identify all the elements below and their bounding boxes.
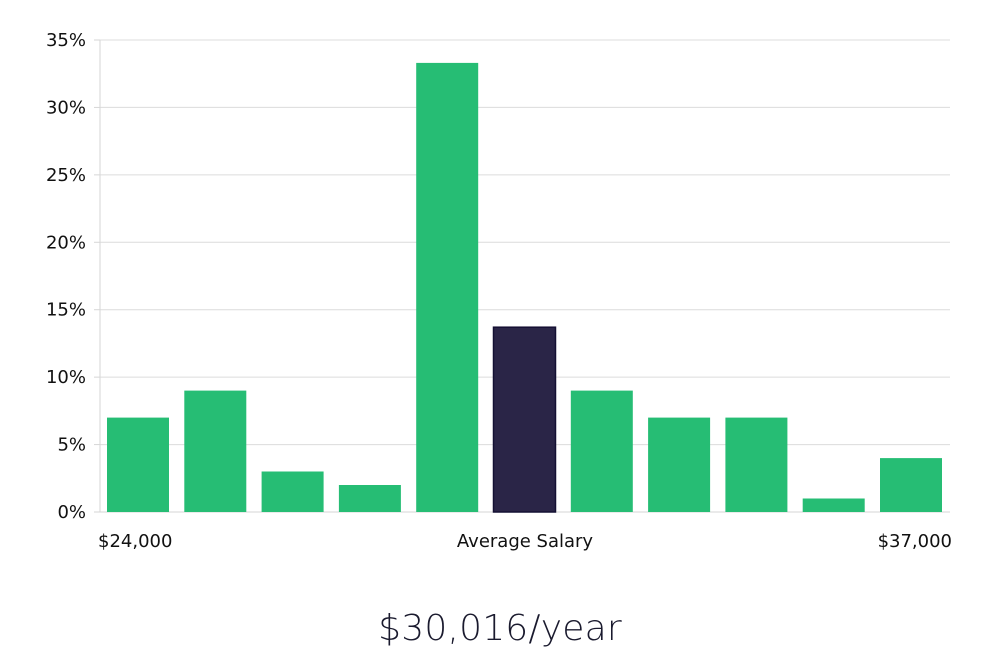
x-label-max: $37,000 xyxy=(878,531,952,552)
bar-7 xyxy=(570,390,633,512)
bar-9 xyxy=(725,417,788,512)
bar-10 xyxy=(802,498,865,512)
y-tick-label: 5% xyxy=(57,435,86,456)
x-label-average-salary: Average Salary xyxy=(457,531,594,552)
y-tick-label: 25% xyxy=(46,165,86,186)
bar-11 xyxy=(880,458,942,512)
y-tick-label: 0% xyxy=(57,502,86,523)
bar-8 xyxy=(648,417,711,512)
y-tick-label: 10% xyxy=(46,367,86,388)
bar-2 xyxy=(184,390,247,512)
x-label-min: $24,000 xyxy=(98,531,172,552)
bars xyxy=(107,62,942,513)
y-tick-label: 20% xyxy=(46,232,86,253)
gridlines xyxy=(100,39,950,446)
bar-4 xyxy=(338,485,401,512)
bar-1 xyxy=(107,417,169,512)
y-tick-label: 30% xyxy=(46,97,86,118)
average-salary-summary: $30,016/year xyxy=(378,608,622,649)
bar-5 xyxy=(416,62,479,513)
y-axis-tick-labels: 0% 5% 10% 15% 20% 25% 30% 35% xyxy=(46,30,86,523)
bar-3 xyxy=(261,471,324,512)
bar-average-salary xyxy=(492,326,557,513)
y-tick-label: 15% xyxy=(46,300,86,321)
x-axis-labels: $24,000 Average Salary $37,000 xyxy=(98,531,952,552)
y-tick-label: 35% xyxy=(46,30,86,51)
